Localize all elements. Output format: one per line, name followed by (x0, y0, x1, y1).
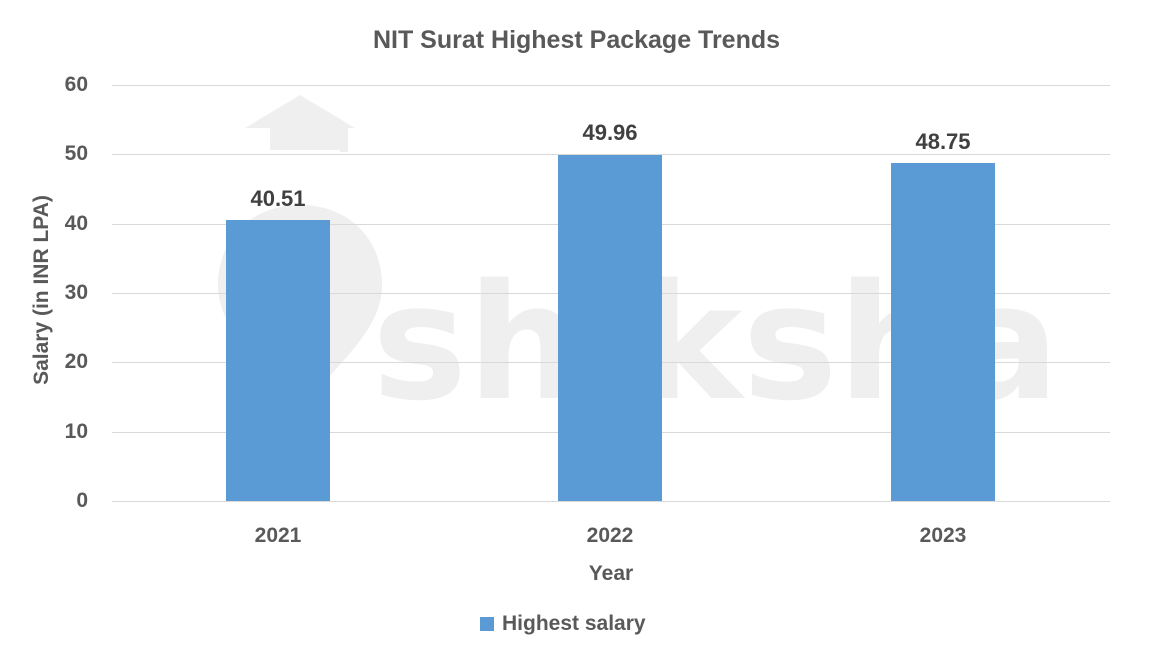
y-tick-20: 20 (64, 350, 88, 373)
y-tick-30: 30 (64, 281, 88, 304)
x-tick-2021: 2021 (254, 524, 302, 547)
y-tick-10: 10 (64, 420, 88, 443)
bar-2023[interactable] (891, 163, 995, 501)
data-label-2021: 40.51 (250, 186, 306, 211)
x-tick-2022: 2022 (586, 524, 634, 547)
gridline (112, 85, 1110, 86)
y-tick-50: 50 (64, 142, 88, 165)
chart-title: NIT Surat Highest Package Trends (372, 26, 781, 54)
x-axis-line (112, 501, 1110, 502)
x-tick-2023: 2023 (919, 524, 967, 547)
legend[interactable]: Highest salary (480, 612, 646, 636)
y-tick-0: 0 (76, 489, 88, 512)
data-label-2022: 49.96 (582, 120, 638, 145)
x-axis-label: Year (588, 562, 634, 585)
gridline (112, 154, 1110, 155)
legend-swatch-icon (480, 617, 494, 631)
bar-2021[interactable] (226, 220, 330, 501)
data-label-2023: 48.75 (915, 129, 971, 154)
legend-label: Highest salary (502, 612, 646, 635)
bar-2022[interactable] (558, 155, 662, 501)
y-tick-60: 60 (64, 73, 88, 96)
y-tick-40: 40 (64, 212, 88, 235)
